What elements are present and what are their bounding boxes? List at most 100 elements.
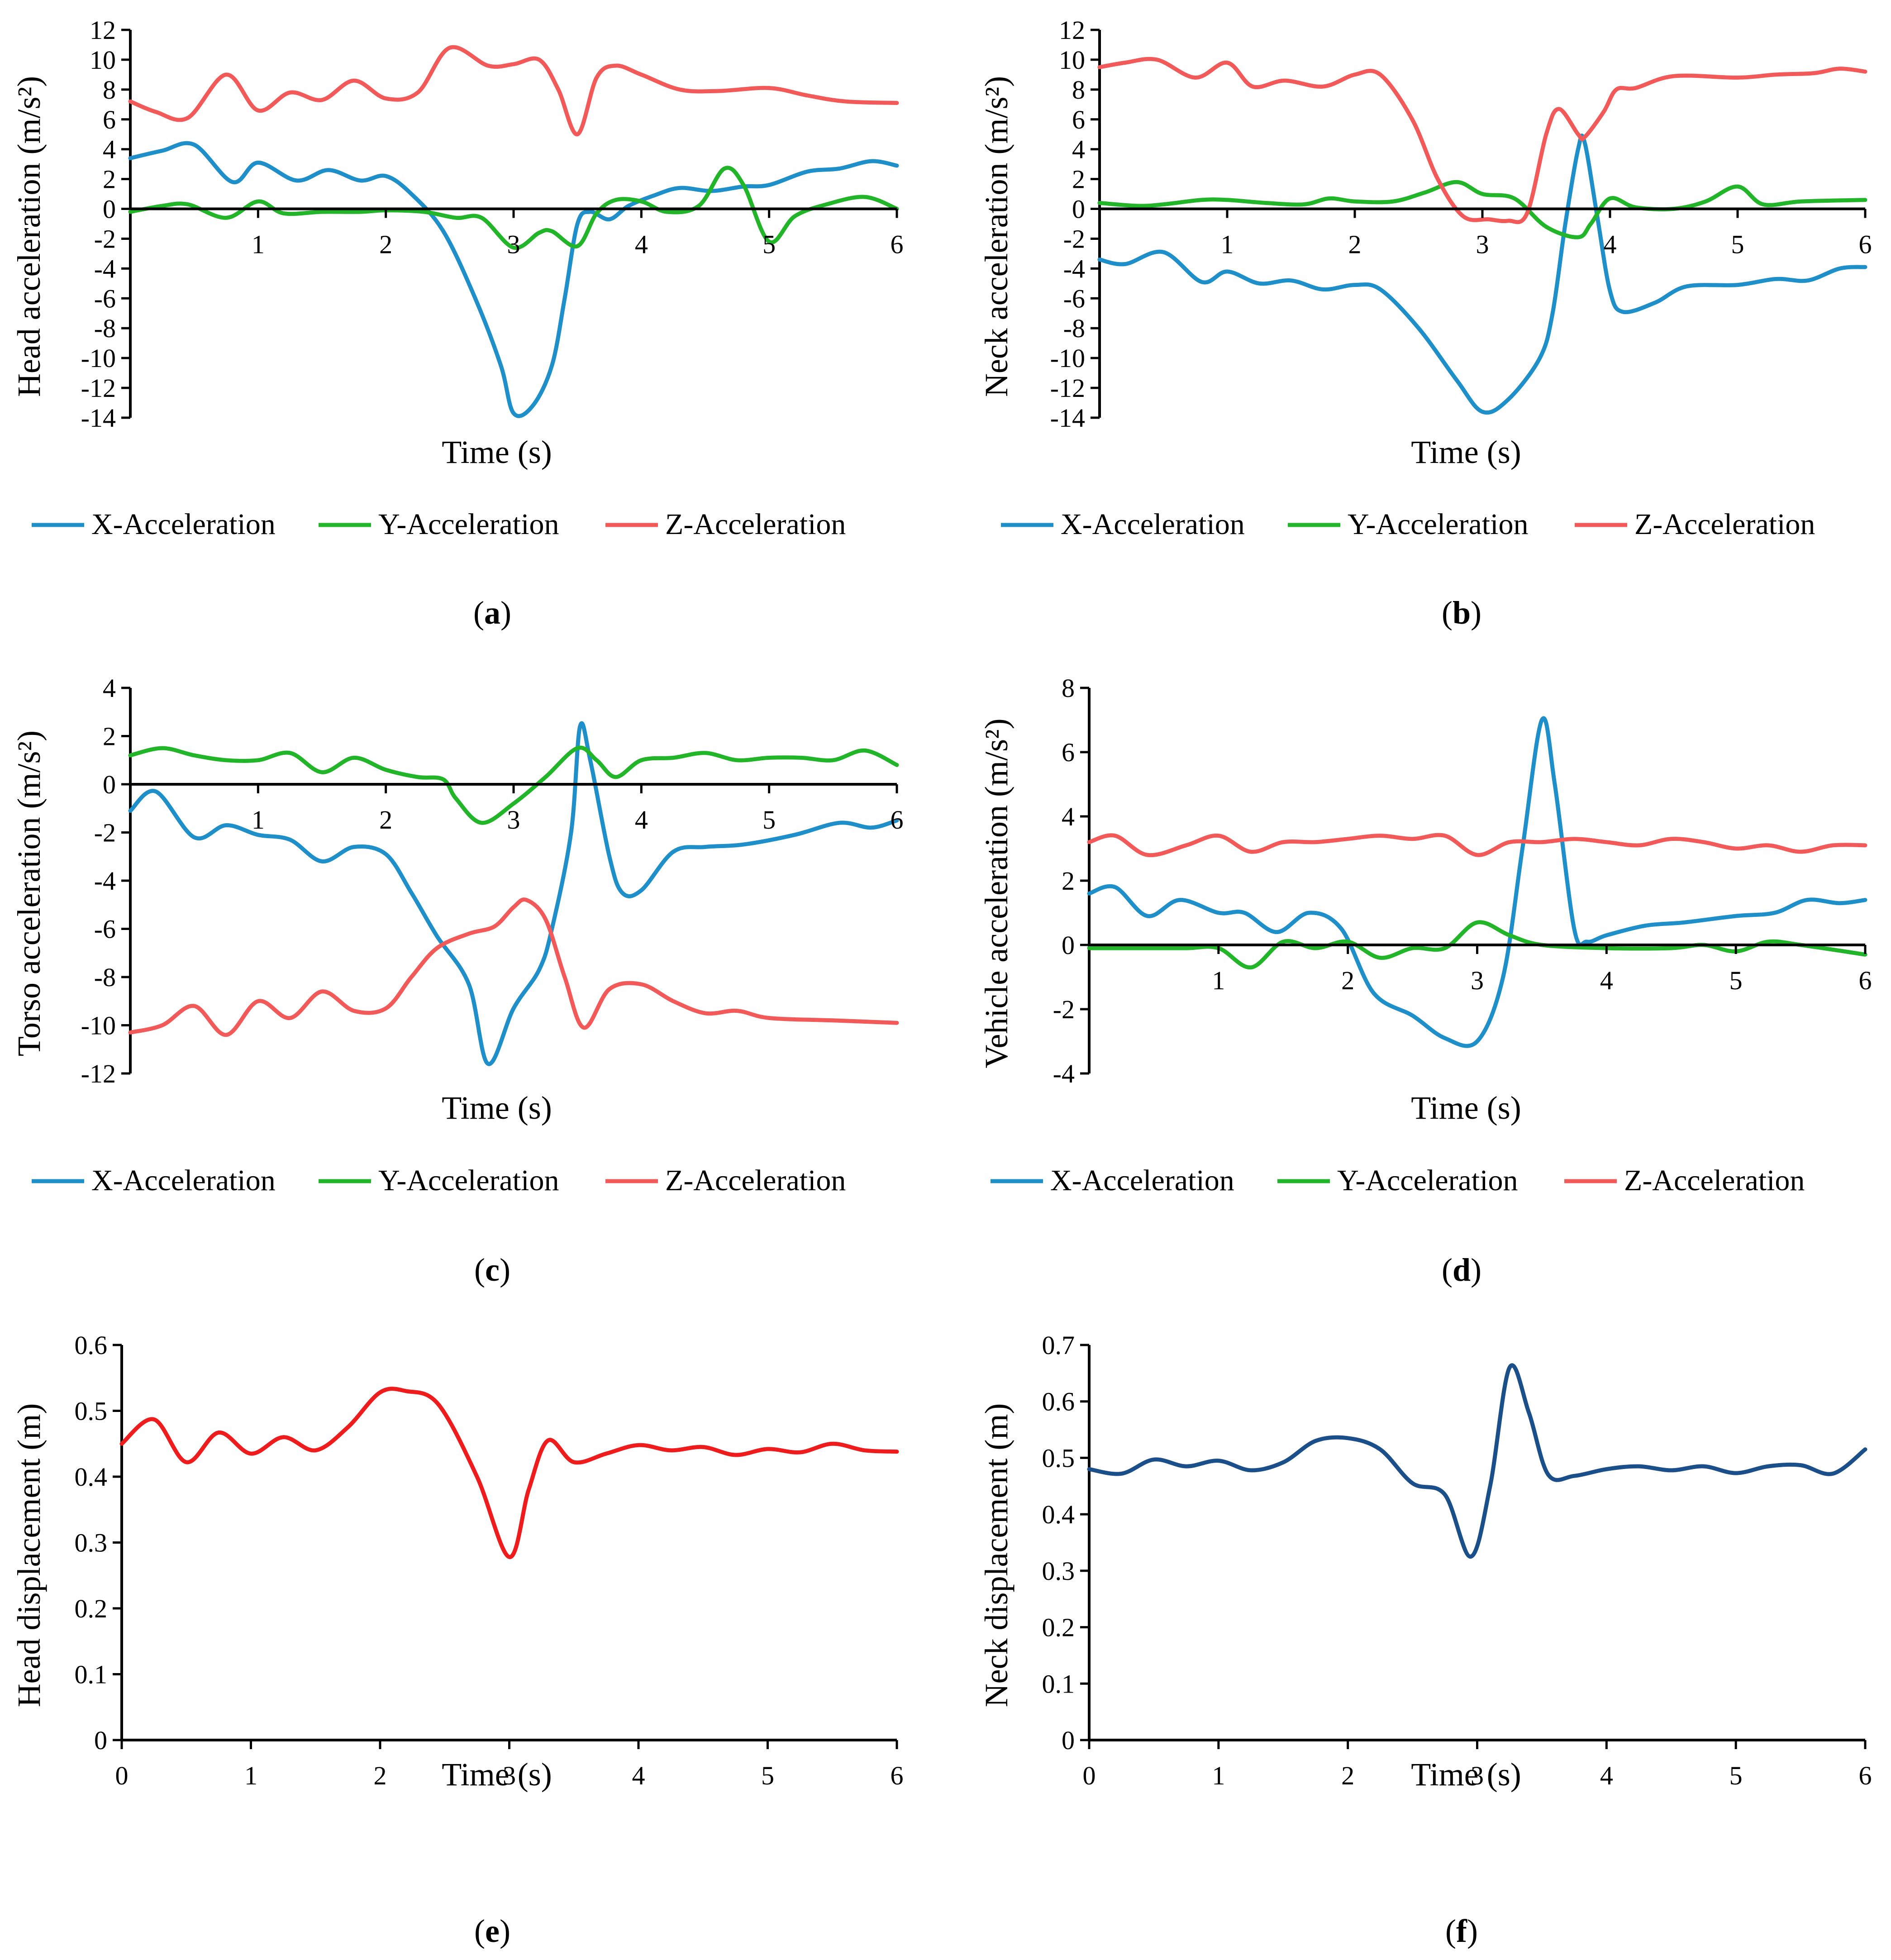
y-tick-label: 0.5: [75, 1397, 108, 1426]
legend-label: Z-Acceleration: [1634, 508, 1815, 541]
series-line-neck-displacement: [1087, 1363, 1867, 1559]
panel-caption: (b): [1442, 595, 1481, 631]
y-tick-label: 8: [1072, 75, 1085, 105]
x-tick-label: 4: [635, 230, 648, 259]
legend-label: Z-Acceleration: [665, 508, 846, 541]
x-tick-label: 2: [1348, 230, 1362, 259]
y-tick-label: 0.3: [1042, 1556, 1075, 1586]
legend-label: Y-Acceleration: [378, 1164, 559, 1197]
chart-panel-c: -12 -10 -8 -6 -4 -2 0 2 4 1 2 3 4 5 6 Time (s) Torso acc…: [11, 673, 904, 1288]
legend: X-Acceleration Y-Acceleration Z-Accelerati…: [991, 1164, 1805, 1197]
legend-label: Y-Acceleration: [1348, 508, 1528, 541]
y-tick-label: -12: [1050, 373, 1085, 403]
x-tick-label: 1: [1212, 1761, 1225, 1790]
y-tick-label: -4: [1053, 1059, 1075, 1088]
x-tick-label: 3: [1476, 230, 1489, 259]
x-tick-label: 1: [1212, 966, 1225, 995]
legend-label: Y-Acceleration: [378, 508, 559, 541]
y-tick-label: -4: [94, 866, 116, 896]
y-tick-label: -2: [94, 818, 116, 848]
x-tick-label: 0: [115, 1761, 129, 1790]
y-tick-label: 12: [90, 15, 116, 45]
x-tick-label: 6: [1859, 1761, 1872, 1790]
x-tick-label: 3: [507, 805, 520, 835]
y-tick-label: -12: [81, 373, 116, 403]
y-tick-label: -6: [1063, 284, 1085, 313]
x-tick-label: 2: [379, 805, 392, 835]
legend: X-Acceleration Y-Acceleration Z-Accelerati…: [32, 1164, 846, 1197]
series-line-head-displacement: [119, 1387, 899, 1559]
y-tick-label: -2: [1063, 224, 1085, 253]
x-tick-label: 4: [635, 805, 648, 835]
y-tick-label: 2: [103, 165, 116, 194]
panel-caption: (a): [473, 595, 511, 631]
y-tick-label: 0.2: [75, 1594, 108, 1623]
series-line-x-acceleration: [1097, 134, 1867, 415]
y-tick-label: 4: [103, 673, 116, 703]
x-tick-label: 2: [1341, 966, 1354, 995]
y-tick-label: -14: [81, 403, 116, 433]
y-tick-label: -4: [1063, 254, 1085, 283]
y-tick-label: 8: [103, 75, 116, 105]
x-tick-label: 3: [1471, 966, 1484, 995]
y-tick-label: -6: [94, 284, 116, 313]
y-tick-label: 2: [103, 722, 116, 751]
x-tick-label: 4: [1604, 230, 1617, 259]
y-tick-label: 0.5: [1042, 1443, 1075, 1473]
y-tick-label: -8: [94, 963, 116, 992]
x-tick-label: 2: [374, 1761, 387, 1790]
y-tick-label: 6: [1072, 105, 1085, 134]
y-tick-label: 0.4: [1042, 1500, 1075, 1529]
panel-caption: (f): [1445, 1913, 1478, 1949]
panel-caption: (c): [474, 1252, 510, 1288]
y-tick-label: -8: [94, 314, 116, 343]
x-tick-label: 6: [1859, 230, 1872, 259]
x-tick-label: 1: [252, 230, 265, 259]
y-tick-label: 6: [103, 105, 116, 134]
series-line-y-acceleration: [128, 745, 899, 825]
x-tick-label: 5: [762, 230, 776, 259]
y-tick-label: 0.1: [1042, 1669, 1075, 1698]
y-tick-label: 0.3: [75, 1528, 108, 1558]
legend-label: Z-Acceleration: [1624, 1164, 1805, 1197]
series-line-z-acceleration: [1097, 57, 1867, 224]
x-axis-title: Time (s): [442, 434, 552, 470]
x-tick-label: 6: [1859, 966, 1872, 995]
x-tick-label: 5: [1729, 966, 1743, 995]
legend: X-Acceleration Y-Acceleration Z-Accelerati…: [1001, 508, 1815, 541]
y-axis-title: Neck acceleration (m/s²): [978, 76, 1015, 397]
series-line-z-acceleration: [128, 897, 899, 1037]
series-line-y-acceleration: [1087, 920, 1867, 970]
y-tick-label: -8: [1063, 314, 1085, 343]
panel-caption: (e): [474, 1913, 510, 1949]
y-tick-label: 0: [1072, 195, 1085, 224]
x-tick-label: 3: [507, 230, 520, 259]
series-line-z-acceleration: [128, 45, 899, 137]
y-tick-label: 0: [1062, 930, 1075, 960]
y-tick-label: -4: [94, 254, 116, 283]
y-axis-title: Neck displacement (m): [978, 1403, 1015, 1707]
x-tick-label: 1: [244, 1761, 257, 1790]
x-axis-title: Time (s): [442, 1756, 552, 1793]
y-axis-title: Vehicle acceleration (m/s²): [978, 718, 1015, 1068]
x-tick-label: 2: [379, 230, 392, 259]
x-tick-label: 6: [891, 805, 904, 835]
x-tick-label: 3: [1471, 1761, 1484, 1790]
x-tick-label: 5: [1729, 1761, 1743, 1790]
x-tick-label: 1: [252, 805, 265, 835]
legend-label: X-Acceleration: [1050, 1164, 1234, 1197]
y-tick-label: 0.7: [1042, 1331, 1075, 1360]
series-line-y-acceleration: [1097, 180, 1867, 239]
series-line-z-acceleration: [1087, 833, 1867, 858]
x-tick-label: 6: [891, 1761, 904, 1790]
x-tick-label: 0: [1083, 1761, 1096, 1790]
y-tick-label: -6: [94, 915, 116, 944]
y-tick-label: 4: [1072, 135, 1085, 164]
y-tick-label: 2: [1072, 165, 1085, 194]
y-tick-label: 0: [103, 770, 116, 799]
legend-label: X-Acceleration: [91, 1164, 276, 1197]
legend-label: X-Acceleration: [91, 508, 276, 541]
y-tick-label: 6: [1062, 738, 1075, 767]
x-axis-title: Time (s): [1411, 1756, 1521, 1793]
